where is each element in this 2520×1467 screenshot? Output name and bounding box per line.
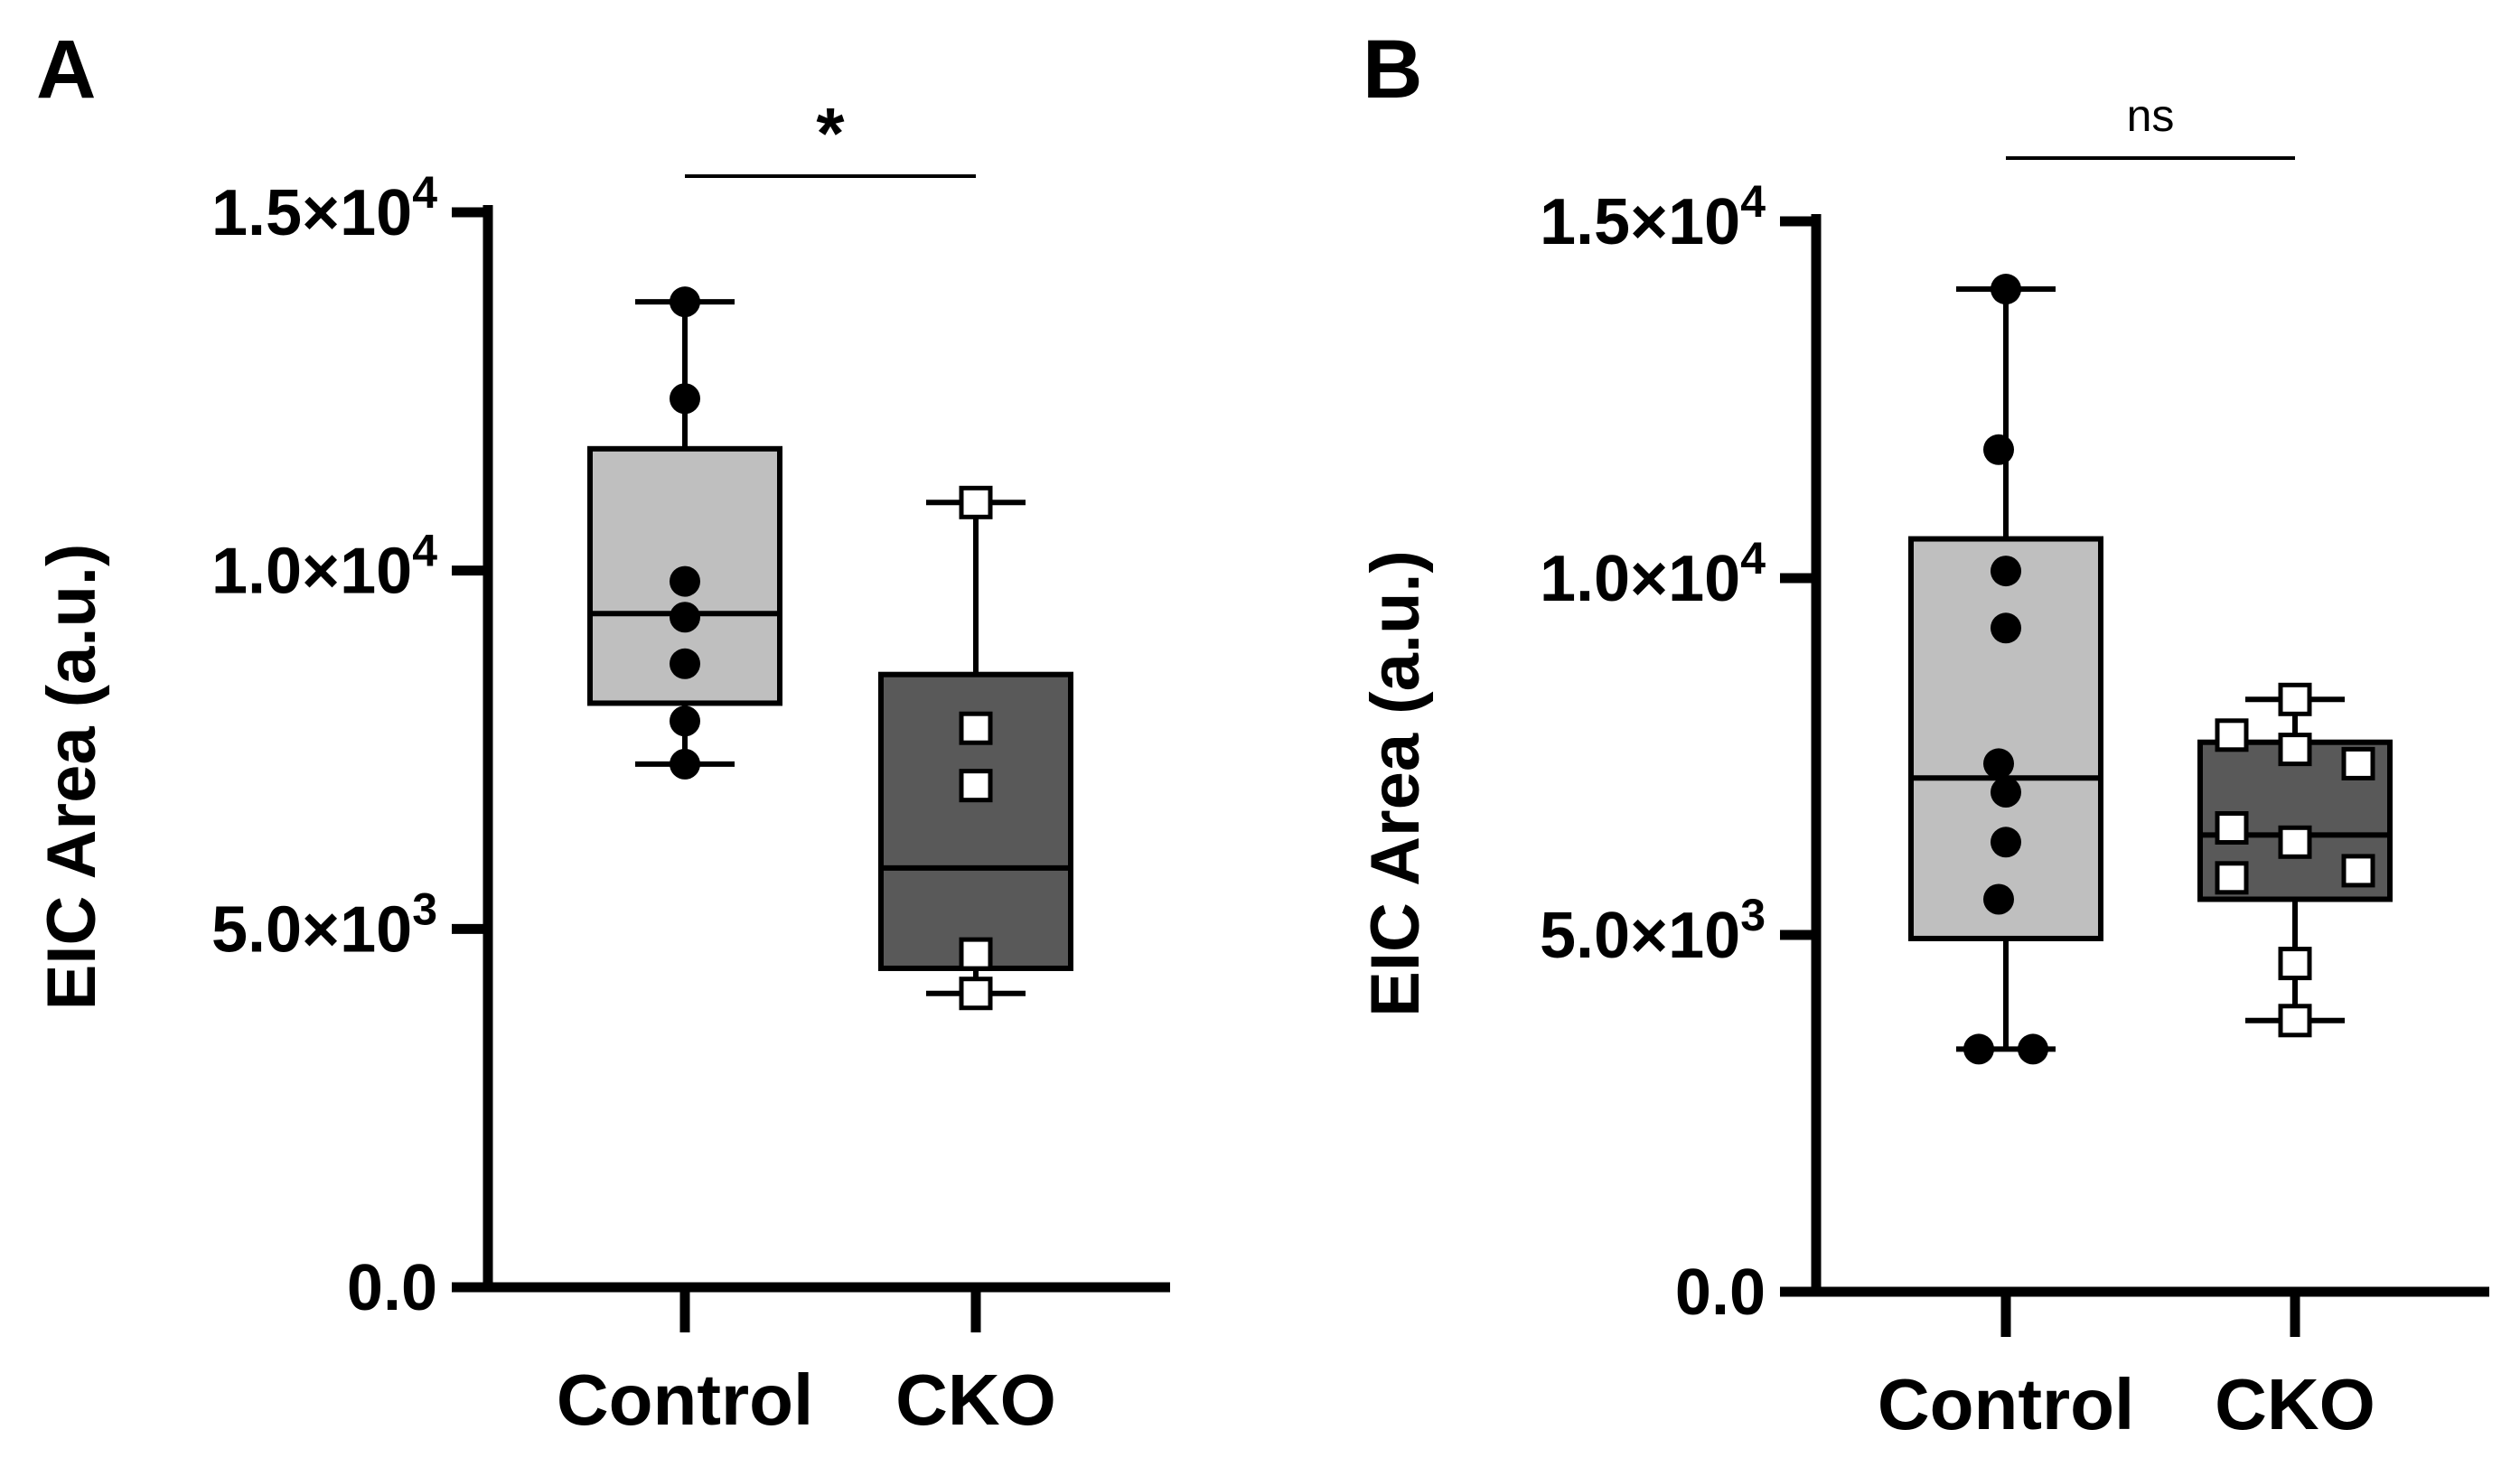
data-point — [1991, 274, 2021, 305]
data-point — [670, 748, 700, 780]
data-point — [2018, 1033, 2048, 1065]
y-tick-label: 1.5×104 — [211, 167, 437, 249]
data-point — [2341, 854, 2375, 888]
significance-label: * — [816, 93, 845, 173]
x-tick-label: Control — [1878, 1364, 2134, 1444]
data-point — [2278, 947, 2312, 981]
y-axis-label: EIC Area (a.u.) — [33, 544, 110, 1011]
y-tick-label-mantissa: 0.0 — [1675, 1257, 1766, 1329]
data-point — [2341, 746, 2375, 780]
data-point — [2278, 733, 2312, 767]
y-tick-label-exponent: 4 — [412, 167, 437, 218]
data-point — [959, 485, 993, 519]
data-point — [1963, 1033, 1994, 1065]
data-point — [670, 383, 700, 415]
y-tick-label-mantissa: 1.0×10 — [211, 536, 412, 608]
data-point — [1991, 777, 2021, 808]
data-point — [670, 286, 700, 318]
data-point — [1983, 748, 2014, 780]
x-tick-label: Control — [557, 1360, 813, 1440]
data-point — [1991, 612, 2021, 644]
data-point — [670, 705, 700, 737]
y-tick-label-mantissa: 5.0×10 — [211, 893, 412, 966]
data-point — [670, 648, 700, 679]
panel-label: B — [1363, 23, 1422, 116]
y-axis-label: EIC Area (a.u.) — [1357, 550, 1434, 1017]
y-tick-label-exponent: 3 — [1740, 890, 1766, 940]
box-group-control: Control — [557, 286, 813, 1440]
y-tick-label: 1.0×104 — [1540, 533, 1766, 615]
y-tick-label-mantissa: 1.0×10 — [1540, 543, 1740, 615]
data-point — [2215, 718, 2249, 752]
data-point — [2215, 861, 2249, 895]
data-point — [959, 711, 993, 745]
y-tick-label-exponent: 4 — [412, 526, 437, 576]
y-tick-label-exponent: 4 — [1740, 176, 1766, 227]
y-tick-label-exponent: 4 — [1740, 533, 1766, 584]
data-point — [959, 769, 993, 803]
box — [1908, 536, 2103, 941]
y-tick-label-mantissa: 1.5×10 — [211, 177, 412, 249]
box-group-control: Control — [1878, 274, 2134, 1444]
y-tick-label: 1.0×104 — [211, 526, 437, 608]
box-group-cko: CKO — [878, 485, 1073, 1440]
data-point — [670, 602, 700, 633]
data-point — [1991, 827, 2021, 858]
x-tick-label: CKO — [2215, 1364, 2375, 1444]
y-tick-label-mantissa: 1.5×10 — [1540, 186, 1740, 258]
y-tick-label: 0.0 — [347, 1252, 437, 1324]
data-point — [959, 976, 993, 1011]
data-point — [959, 937, 993, 971]
y-tick-label-exponent: 3 — [412, 883, 437, 934]
panel-label: A — [36, 23, 96, 116]
significance-label: ns — [2127, 90, 2175, 141]
y-tick-label-mantissa: 0.0 — [347, 1252, 437, 1324]
data-point — [2215, 811, 2249, 845]
data-point — [2278, 1004, 2312, 1038]
x-tick-label: CKO — [895, 1360, 1056, 1440]
data-point — [1983, 434, 2014, 465]
y-tick-label: 5.0×103 — [1540, 890, 1766, 972]
data-point — [1991, 556, 2021, 587]
data-point — [670, 565, 700, 597]
data-point — [2278, 825, 2312, 859]
y-tick-label: 0.0 — [1675, 1257, 1766, 1329]
y-tick-label: 1.5×104 — [1540, 176, 1766, 258]
y-tick-label-mantissa: 5.0×10 — [1540, 900, 1740, 972]
box-group-cko: CKO — [2197, 682, 2393, 1444]
data-point — [2278, 682, 2312, 716]
data-point — [1983, 883, 2014, 915]
y-tick-label: 5.0×103 — [211, 883, 437, 966]
